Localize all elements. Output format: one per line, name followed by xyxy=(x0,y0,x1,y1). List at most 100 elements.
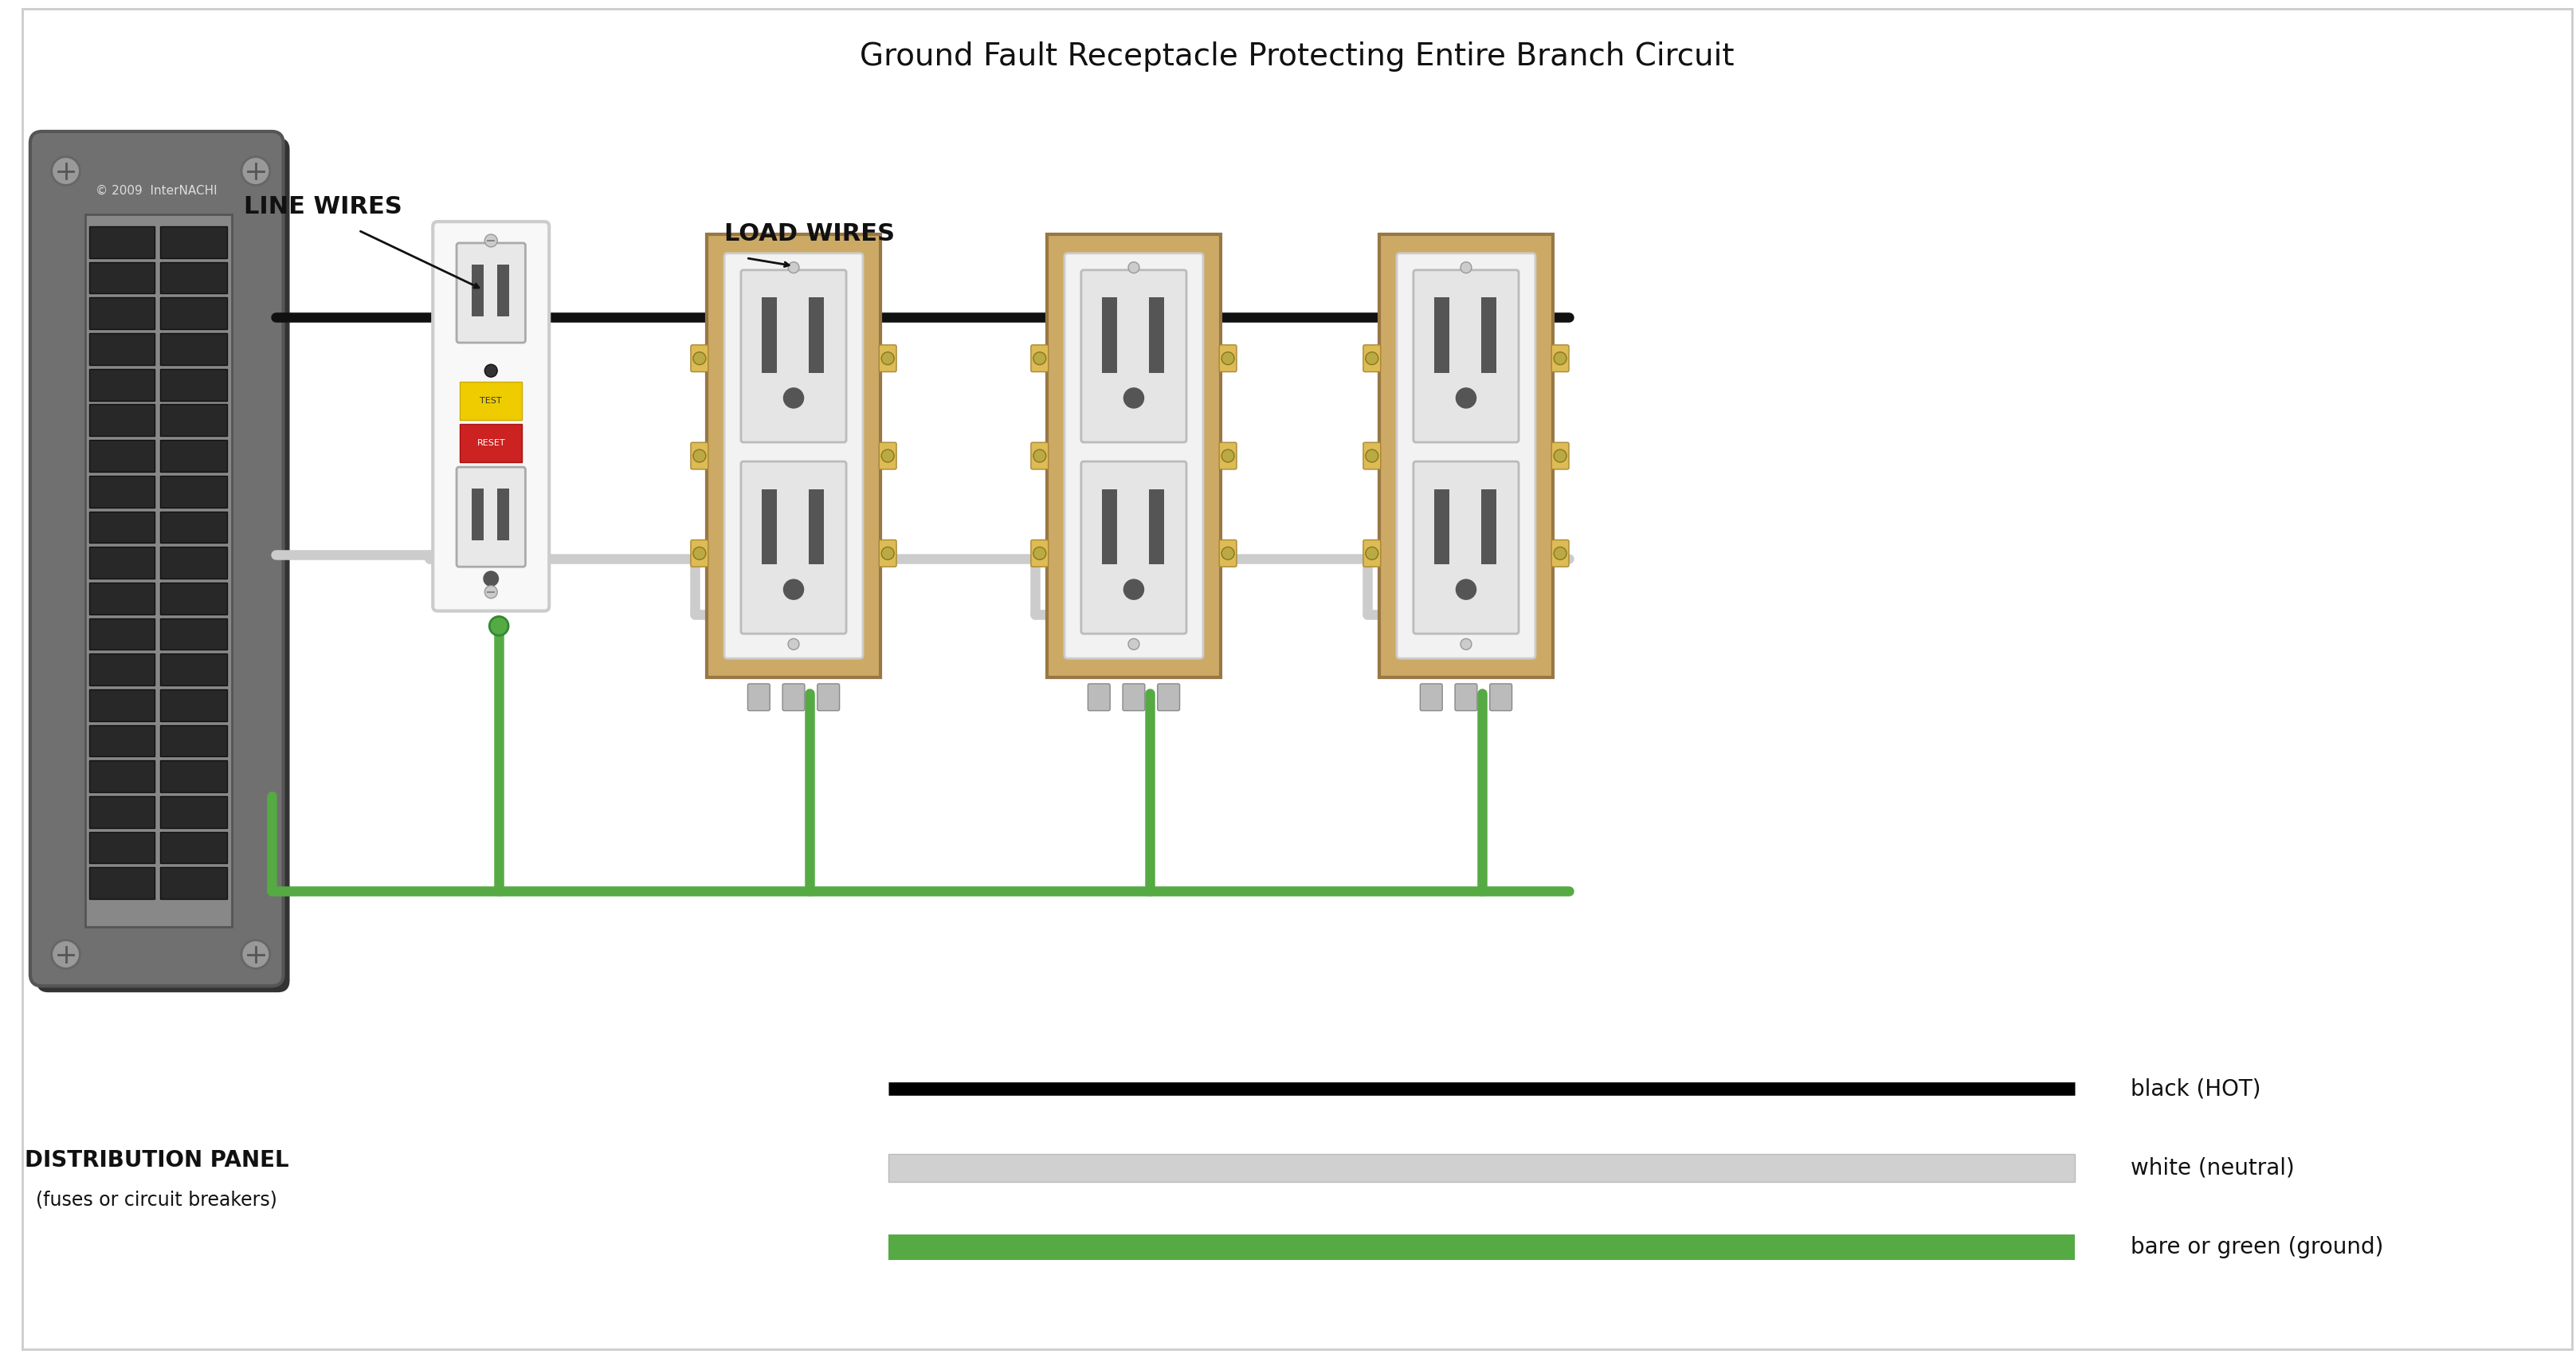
Circle shape xyxy=(1221,449,1234,462)
Bar xyxy=(762,489,775,565)
Circle shape xyxy=(881,449,894,462)
FancyBboxPatch shape xyxy=(1064,254,1203,659)
Circle shape xyxy=(484,570,500,587)
Bar xyxy=(160,868,227,899)
Bar xyxy=(762,297,775,373)
Circle shape xyxy=(242,156,270,185)
FancyBboxPatch shape xyxy=(1363,443,1381,470)
Bar xyxy=(90,475,155,508)
FancyBboxPatch shape xyxy=(1218,443,1236,470)
FancyBboxPatch shape xyxy=(1396,254,1535,659)
Text: LINE WIRES: LINE WIRES xyxy=(245,196,402,219)
FancyBboxPatch shape xyxy=(1218,345,1236,372)
Bar xyxy=(90,405,155,436)
Bar xyxy=(160,760,227,792)
FancyBboxPatch shape xyxy=(1157,683,1180,710)
Bar xyxy=(160,653,227,686)
Text: Ground Fault Receptacle Protecting Entire Branch Circuit: Ground Fault Receptacle Protecting Entir… xyxy=(860,41,1734,72)
Bar xyxy=(497,489,510,540)
Bar xyxy=(160,262,227,293)
Bar xyxy=(160,583,227,614)
Bar xyxy=(1149,297,1164,373)
FancyBboxPatch shape xyxy=(1489,683,1512,710)
Text: white (neutral): white (neutral) xyxy=(2130,1157,2295,1179)
Bar xyxy=(160,831,227,864)
Circle shape xyxy=(1455,387,1476,409)
Bar xyxy=(90,725,155,756)
Circle shape xyxy=(1553,547,1566,559)
Bar xyxy=(90,333,155,365)
Circle shape xyxy=(693,449,706,462)
Circle shape xyxy=(484,235,497,247)
Bar xyxy=(160,618,227,649)
Bar xyxy=(90,297,155,329)
FancyBboxPatch shape xyxy=(878,443,896,470)
FancyBboxPatch shape xyxy=(1030,345,1048,372)
Bar xyxy=(1378,235,1553,678)
FancyBboxPatch shape xyxy=(1082,462,1188,634)
FancyBboxPatch shape xyxy=(36,137,289,993)
Bar xyxy=(809,489,824,565)
Bar xyxy=(90,831,155,864)
Bar xyxy=(471,489,484,540)
Circle shape xyxy=(1033,352,1046,365)
Text: (fuses or circuit breakers): (fuses or circuit breakers) xyxy=(36,1190,278,1209)
Circle shape xyxy=(1033,449,1046,462)
Circle shape xyxy=(1461,638,1471,649)
Circle shape xyxy=(1455,579,1476,600)
Circle shape xyxy=(1553,352,1566,365)
FancyBboxPatch shape xyxy=(1030,540,1048,566)
Bar xyxy=(1481,489,1497,565)
FancyBboxPatch shape xyxy=(1123,683,1144,710)
FancyBboxPatch shape xyxy=(747,683,770,710)
Bar xyxy=(90,440,155,471)
Bar xyxy=(889,1154,2076,1183)
Bar xyxy=(160,690,227,721)
Circle shape xyxy=(693,547,706,559)
Bar xyxy=(90,690,155,721)
FancyBboxPatch shape xyxy=(878,345,896,372)
Bar xyxy=(90,760,155,792)
Bar xyxy=(160,547,227,579)
Bar xyxy=(1435,297,1448,373)
Bar xyxy=(1435,489,1448,565)
Circle shape xyxy=(489,617,507,636)
Circle shape xyxy=(52,940,80,968)
Bar xyxy=(90,618,155,649)
Circle shape xyxy=(1123,387,1144,409)
Circle shape xyxy=(1553,449,1566,462)
Bar xyxy=(1149,489,1164,565)
Circle shape xyxy=(881,352,894,365)
Bar xyxy=(90,583,155,614)
FancyBboxPatch shape xyxy=(1082,270,1188,443)
Bar xyxy=(90,868,155,899)
Circle shape xyxy=(783,387,804,409)
FancyBboxPatch shape xyxy=(690,540,708,566)
Bar xyxy=(160,475,227,508)
FancyBboxPatch shape xyxy=(1455,683,1476,710)
Text: RESET: RESET xyxy=(477,439,505,447)
FancyBboxPatch shape xyxy=(878,540,896,566)
Bar xyxy=(160,511,227,543)
Circle shape xyxy=(1033,547,1046,559)
FancyBboxPatch shape xyxy=(742,270,848,443)
FancyBboxPatch shape xyxy=(456,243,526,342)
Circle shape xyxy=(693,352,706,365)
Bar xyxy=(160,405,227,436)
Bar xyxy=(1103,297,1118,373)
FancyBboxPatch shape xyxy=(783,683,804,710)
Bar xyxy=(90,369,155,401)
Bar xyxy=(90,653,155,686)
FancyBboxPatch shape xyxy=(690,443,708,470)
FancyBboxPatch shape xyxy=(742,462,848,634)
Circle shape xyxy=(1123,579,1144,600)
FancyBboxPatch shape xyxy=(1030,443,1048,470)
FancyBboxPatch shape xyxy=(1087,683,1110,710)
Bar xyxy=(160,333,227,365)
FancyBboxPatch shape xyxy=(724,254,863,659)
Circle shape xyxy=(52,156,80,185)
FancyBboxPatch shape xyxy=(817,683,840,710)
Circle shape xyxy=(788,262,799,273)
FancyBboxPatch shape xyxy=(1414,462,1520,634)
Text: TEST: TEST xyxy=(479,397,502,405)
